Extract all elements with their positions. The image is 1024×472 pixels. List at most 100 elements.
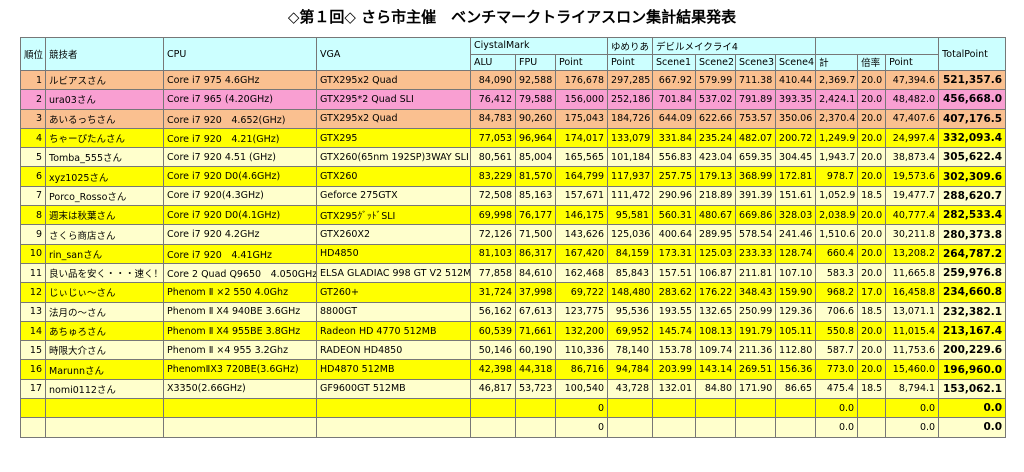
table-cell: 282,533.4 — [938, 205, 1007, 226]
table-cell: 176,678 — [554, 69, 609, 91]
table-cell: 706.6 — [815, 301, 859, 322]
table-cell: 143,626 — [554, 224, 609, 245]
table-cell: 11 — [20, 262, 46, 284]
table-cell: 423.04 — [695, 147, 737, 168]
table-cell: 660.4 — [815, 243, 859, 264]
table-cell — [735, 398, 777, 419]
table-cell: GTX260(65nm 192SP)3WAY SLI — [316, 147, 471, 168]
table-cell: Phenom Ⅱ ×2 550 4.0Ghz — [163, 282, 317, 303]
table-cell: 38,873.4 — [885, 147, 940, 168]
table-cell — [857, 398, 887, 419]
table-cell: 良い品を安く・・・速く！さん — [45, 262, 164, 284]
table-cell: 2,038.9 — [815, 205, 859, 226]
table-cell: Core i7 920 4.2GHz — [163, 224, 317, 245]
table-cell: ELSA GLADIAC 998 GT V2 512MB — [316, 262, 471, 284]
table-cell: 53,723 — [515, 378, 556, 400]
table-cell: 213,167.4 — [938, 320, 1007, 342]
table-cell: 283.62 — [652, 282, 697, 303]
table-cell: Core i7 975 4.6GHz — [163, 69, 317, 91]
table-cell: nomi0112さん — [45, 378, 164, 400]
table-cell: 13,208.2 — [885, 243, 940, 264]
table-cell: 171.90 — [735, 378, 777, 400]
table-row: 13 法月の～さん Phenom Ⅱ X4 940BE 3.6GHz 8800GT 56… — [20, 301, 1007, 322]
table-cell — [470, 398, 516, 419]
table-cell: 47,394.6 — [885, 69, 940, 91]
table-cell: 31,724 — [470, 282, 516, 303]
table-cell — [515, 398, 556, 419]
table-cell: 24,997.4 — [885, 127, 940, 149]
table-cell: 176.22 — [695, 282, 737, 303]
table-cell: 72,126 — [470, 224, 516, 245]
table-cell: 15,460.0 — [885, 359, 940, 380]
table-cell: 11,665.8 — [885, 262, 940, 284]
table-cell: 96,964 — [515, 127, 556, 149]
table-cell: 482.07 — [735, 127, 777, 149]
table-cell: 20.0 — [857, 243, 887, 264]
table-cell — [45, 417, 164, 438]
table-cell: 50,146 — [470, 340, 516, 361]
table-cell: 179.13 — [695, 166, 737, 187]
table-cell: 0.0 — [885, 417, 940, 438]
table-cell: 85,843 — [607, 262, 654, 284]
table-cell: 37,998 — [515, 282, 556, 303]
table-row: 7 Porco_Rossoさん Core i7 920(4.3GHz) Geforce… — [20, 185, 1007, 207]
table-cell: 174,017 — [554, 127, 609, 149]
table-cell: Phenom Ⅱ X4 940BE 3.6GHz — [163, 301, 317, 322]
table-cell: あいるっちさん — [45, 108, 164, 129]
table-cell: 7 — [20, 185, 46, 207]
table-cell: GTX295x2 Quad — [316, 108, 471, 129]
table-cell: 151.61 — [775, 185, 817, 207]
table-cell: GTX260X2 — [316, 224, 471, 245]
table-cell: 250.99 — [735, 301, 777, 322]
header-cell: 計 — [815, 53, 859, 71]
table-cell: X3350(2.66GHz) — [163, 378, 317, 400]
table-cell: 148,480 — [607, 282, 654, 303]
table-cell: PhenomⅡX3 720BE(3.6GHz) — [163, 359, 317, 380]
table-cell: Core i7 920 4.41GHz — [163, 243, 317, 264]
table-row: 8 週末は秋葉さん Core i7 920 D0(4.1GHz) GTX295ｸﾞｯﾄ… — [20, 205, 1007, 226]
table-cell: 156,000 — [554, 89, 609, 110]
table-cell: 16,458.8 — [885, 282, 940, 303]
table-cell: 81,570 — [515, 166, 556, 187]
table-cell: 162,468 — [554, 262, 609, 284]
table-cell: 234,660.8 — [938, 282, 1007, 303]
table-row: 3 あいるっちさん Core i7 920 4.652(GHz) GTX295x2 Q… — [20, 108, 1007, 129]
table-cell: 15 — [20, 340, 46, 361]
table-cell: 480.67 — [695, 205, 737, 226]
table-cell: 753.57 — [735, 108, 777, 129]
table-row: 9 さくら商店さん Core i7 920 4.2GHz GTX260X2 72,126… — [20, 224, 1007, 245]
table-cell: 67,613 — [515, 301, 556, 322]
table-cell: 86,317 — [515, 243, 556, 264]
table-cell: 9 — [20, 224, 46, 245]
table-cell: 17.0 — [857, 282, 887, 303]
table-cell — [163, 417, 317, 438]
table-cell: ura03さん — [45, 89, 164, 110]
table-cell: 8800GT — [316, 301, 471, 322]
table-cell: 407,176.5 — [938, 108, 1007, 129]
header-cell: CiystalMark — [469, 37, 609, 55]
table-cell: rin_sanさん — [45, 243, 164, 264]
table-cell: 218.89 — [695, 185, 737, 207]
table-cell: 20.0 — [857, 224, 887, 245]
table-cell: 259,976.8 — [938, 262, 1007, 284]
table-cell: 410.44 — [775, 69, 817, 91]
table-cell: 13 — [20, 301, 46, 322]
table-cell: 711.38 — [735, 69, 777, 91]
table-cell: 241.46 — [775, 224, 817, 245]
table-cell: 587.7 — [815, 340, 859, 361]
table-cell: 129.36 — [775, 301, 817, 322]
table-cell: 280,373.8 — [938, 224, 1007, 245]
table-cell: GTX260 — [316, 166, 471, 187]
table-cell: 257.75 — [652, 166, 697, 187]
table-cell: 302,309.6 — [938, 166, 1007, 187]
table-cell: 16 — [20, 359, 46, 380]
table-cell — [695, 417, 737, 438]
table-cell: 211.81 — [735, 262, 777, 284]
table-cell: 78,140 — [607, 340, 654, 361]
table-cell: 86,716 — [554, 359, 609, 380]
table-cell: Radeon HD 4770 512MB — [316, 320, 471, 342]
table-cell: 107.10 — [775, 262, 817, 284]
table-cell: 2,369.7 — [815, 69, 859, 91]
